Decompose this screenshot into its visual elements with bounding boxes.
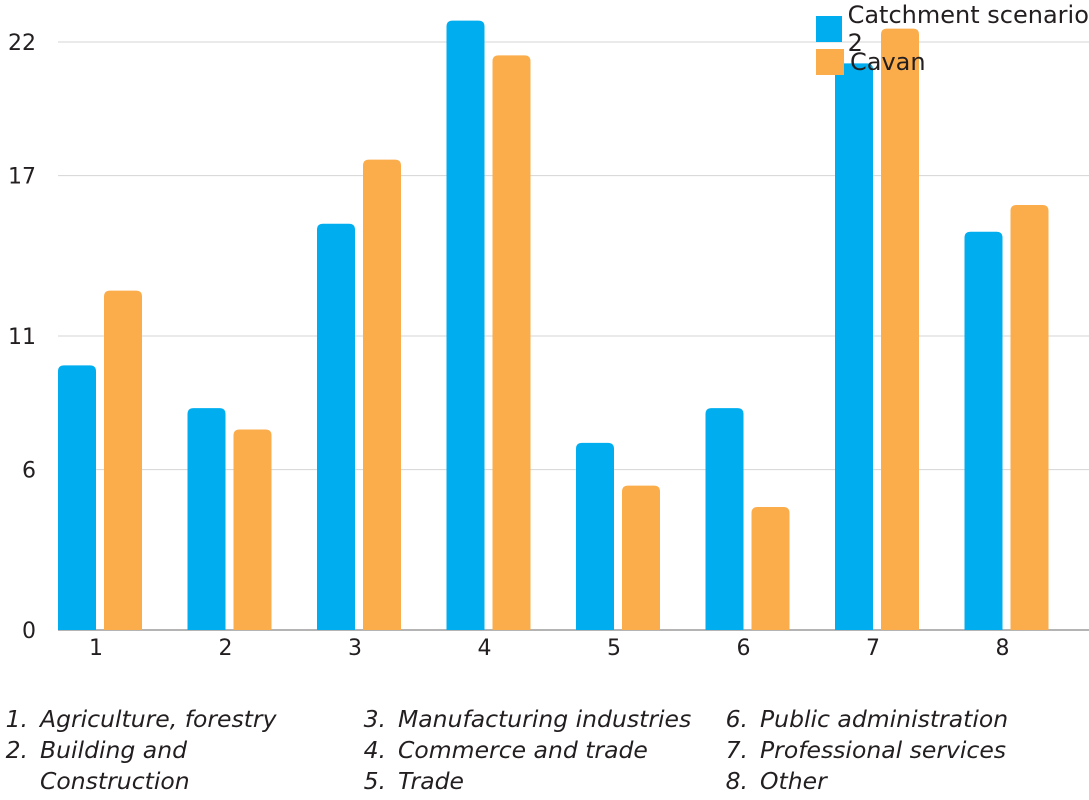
category-item-3: 3. Manufacturing industries	[358, 704, 692, 735]
category-item-4: 4. Commerce and trade	[358, 735, 691, 766]
bar-series-1-cat-2	[187, 408, 226, 630]
x-tick-label: 8	[996, 636, 1010, 661]
category-text: Professional services	[760, 736, 1007, 764]
category-list-column-2: 3. Manufacturing industries 4. Commerce …	[358, 704, 692, 797]
x-tick-label: 3	[348, 636, 362, 661]
x-tick-label: 5	[607, 636, 621, 661]
x-tick-label: 7	[866, 636, 880, 661]
y-tick-label: 11	[8, 325, 36, 350]
legend-label-series-1: Catchment scenario 2	[847, 0, 1089, 57]
category-text: Public administration	[760, 705, 1009, 733]
category-item-8: 8. Other	[720, 766, 1008, 797]
category-item-6: 6. Public administration	[720, 704, 1009, 735]
category-number: 4.	[363, 736, 386, 764]
legend-item-series-2: Cavan	[816, 45, 1089, 78]
bar-series-2-cat-1	[104, 290, 142, 630]
category-text: Building and Construction	[40, 736, 190, 795]
category-list-column-3: 6. Public administration 7. Professional…	[720, 704, 1009, 797]
category-list-column-1: 1. Agriculture, forestry 2. Building and…	[0, 704, 277, 797]
legend-swatch-series-2	[816, 48, 844, 75]
category-item-5: 5. Trade	[358, 766, 691, 797]
category-text: Trade	[398, 767, 464, 795]
bar-series-2-cat-8	[1010, 205, 1049, 630]
category-number: 2.	[5, 736, 28, 764]
x-tick-label: 1	[89, 636, 103, 661]
legend: Catchment scenario 2 Cavan	[816, 1, 1089, 78]
category-number: 3.	[363, 705, 386, 733]
bar-series-1-cat-3	[317, 223, 355, 630]
legend-label-series-2: Cavan	[850, 47, 926, 76]
bar-series-2-cat-4	[492, 55, 531, 630]
category-item-2: 2. Building and Construction	[0, 735, 277, 797]
bar-series-2-cat-3	[363, 159, 401, 630]
category-text: Agriculture, forestry	[40, 705, 277, 733]
bar-series-1-cat-5	[576, 442, 614, 630]
bar-series-2-cat-7	[881, 28, 919, 631]
x-tick-label: 2	[219, 636, 233, 661]
category-number: 6.	[725, 705, 748, 733]
x-tick-label: 6	[737, 636, 751, 661]
bar-series-1-cat-1	[58, 365, 96, 630]
category-number: 5.	[363, 767, 386, 795]
category-item-1: 1. Agriculture, forestry	[0, 704, 277, 735]
bar-series-1-cat-4	[446, 20, 485, 631]
bar-series-2-cat-5	[622, 485, 660, 630]
x-tick-label: 4	[478, 636, 492, 661]
legend-item-series-1: Catchment scenario 2	[816, 1, 1089, 57]
y-tick-label: 22	[8, 31, 36, 56]
category-item-7: 7. Professional services	[720, 735, 1008, 766]
legend-swatch-series-1	[816, 15, 842, 42]
category-number: 7.	[725, 736, 748, 764]
bar-series-1-cat-7	[835, 63, 873, 630]
bar-series-2-cat-6	[751, 507, 790, 630]
category-number: 1.	[5, 705, 28, 733]
category-text: Manufacturing industries	[398, 705, 692, 733]
y-tick-label: 17	[8, 165, 36, 190]
bar-chart: 0 6 11 17 22 1 2 3 4 5 6 7 8	[8, 20, 1089, 661]
category-number: 8.	[725, 767, 748, 795]
bar-series-2-cat-2	[233, 429, 272, 630]
bar-series-1-cat-8	[964, 231, 1003, 630]
y-tick-label: 0	[22, 619, 36, 644]
y-tick-label: 6	[22, 459, 36, 484]
bar-series-1-cat-6	[705, 408, 744, 630]
category-text: Commerce and trade	[398, 736, 648, 764]
category-text: Other	[760, 767, 827, 795]
